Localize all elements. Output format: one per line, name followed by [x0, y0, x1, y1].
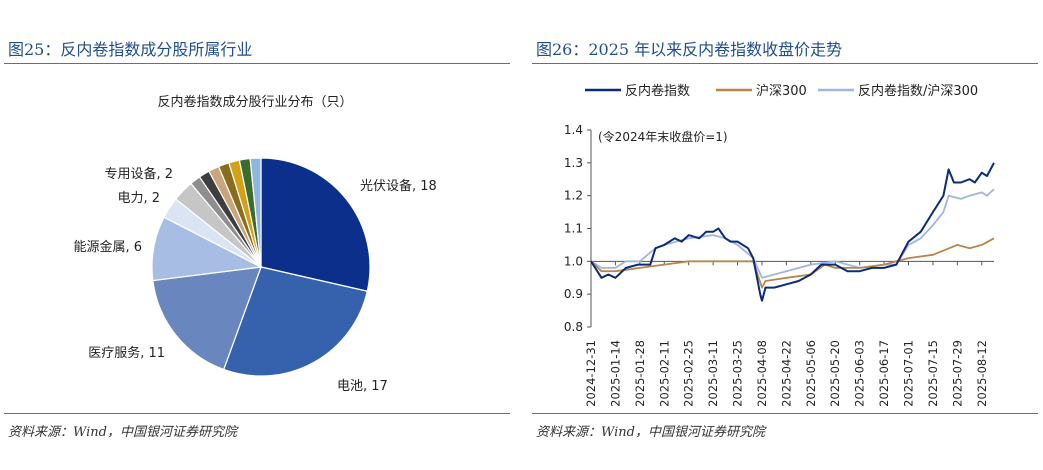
y-tick-label-4: 1.1 [564, 222, 583, 236]
series-line-1 [590, 162, 995, 302]
x-tick-label-2: 2025-01-14 [608, 340, 622, 407]
x-tick-label-16: 2025-07-29 [950, 340, 964, 407]
series-line-2 [590, 237, 995, 289]
pie-slice-1 [260, 157, 371, 292]
series-lines [590, 162, 995, 302]
x-tick-label-13: 2025-06-17 [877, 340, 891, 407]
x-tick-label-8: 2025-04-08 [755, 340, 769, 407]
pie-label-2: 电池, 17 [337, 379, 388, 394]
pie-slice-13 [249, 157, 262, 268]
x-tick-label-15: 2025-07-15 [926, 340, 940, 407]
legend-label-3: 反内卷指数/沪深300 [858, 83, 978, 99]
pie-chart-title: 反内卷指数成分股行业分布（只） [157, 94, 352, 110]
right-source-note: 资料来源：Wind，中国银河证券研究院 [536, 425, 765, 440]
x-axis: 2024-12-31 2025-01-14 2025-01-28 2025-02-11… [584, 260, 994, 407]
line-chart: 反内卷指数 沪深300 反内卷指数/沪深300 1.4 1.3 1.2 1.1 1.0 0.9… [564, 83, 995, 407]
series-line-3 [590, 188, 995, 279]
base-annotation: (令2024年末收盘价=1) [598, 129, 728, 144]
legend-label-1: 反内卷指数 [625, 83, 690, 99]
pie-label-4: 能源金属, 6 [73, 239, 142, 255]
right-bottom-rule [532, 413, 1038, 414]
x-tick-label-9: 2025-04-22 [779, 340, 793, 407]
x-tick-label-6: 2025-03-11 [706, 340, 720, 407]
legend-label-2: 沪深300 [756, 83, 807, 99]
pie-chart: 反内卷指数成分股行业分布（只） 光伏设备, 18 电池, 17 医疗服务, 11 能源… [73, 94, 436, 394]
pie-labels: 光伏设备, 18 电池, 17 医疗服务, 11 能源金属, 6 电力, 2 专用设备, … [73, 166, 436, 394]
y-tick-label-3: 1.2 [564, 189, 583, 203]
x-tick-label-14: 2025-07-01 [902, 340, 916, 407]
pie-label-1: 光伏设备, 18 [360, 178, 437, 194]
pie-slice-2 [222, 266, 368, 377]
left-figure-panel: 图25：反内卷指数成分股所属行业 反内卷指数成分股行业分布（只） 光伏设备, 1… [0, 0, 510, 470]
y-axis: 1.4 1.3 1.2 1.1 1.0 0.9 0.8 [564, 123, 592, 334]
y-tick-label-7: 0.8 [564, 320, 583, 334]
x-tick-label-7: 2025-03-25 [731, 340, 745, 407]
x-tick-label-10: 2025-05-06 [804, 340, 818, 407]
x-tick-label-11: 2025-05-20 [828, 340, 842, 407]
right-figure-title: 图26：2025 年以来反内卷指数收盘价走势 [536, 40, 843, 59]
right-top-rule [532, 63, 1038, 64]
pie-label-3: 医疗服务, 11 [88, 345, 165, 361]
x-tick-label-5: 2025-02-25 [682, 340, 696, 407]
x-tick-label-4: 2025-02-11 [657, 340, 671, 407]
y-tick-label-5: 1.0 [564, 254, 583, 268]
x-tick-label-17: 2025-08-12 [975, 340, 989, 407]
x-tick-label-1: 2024-12-31 [584, 340, 598, 407]
pie-slice-3 [152, 266, 262, 371]
left-top-rule [4, 63, 510, 64]
x-tick-label-3: 2025-01-28 [633, 340, 647, 407]
left-figure-title: 图25：反内卷指数成分股所属行业 [8, 40, 253, 59]
y-tick-label-2: 1.3 [564, 156, 583, 170]
pie-label-5: 电力, 2 [117, 191, 160, 206]
y-tick-label-1: 1.4 [564, 123, 583, 137]
x-tick-label-12: 2025-06-03 [853, 340, 867, 407]
left-source-note: 资料来源：Wind，中国银河证券研究院 [8, 425, 237, 440]
left-bottom-rule [4, 413, 510, 414]
chart-legend: 反内卷指数 沪深300 反内卷指数/沪深300 [585, 83, 978, 99]
pie-label-6: 专用设备, 2 [104, 166, 173, 182]
pie-slices [151, 157, 371, 377]
right-figure-panel: 图26：2025 年以来反内卷指数收盘价走势 反内卷指数 沪深300 反内卷指数/沪… [528, 0, 1038, 470]
y-tick-label-6: 0.9 [564, 287, 583, 301]
